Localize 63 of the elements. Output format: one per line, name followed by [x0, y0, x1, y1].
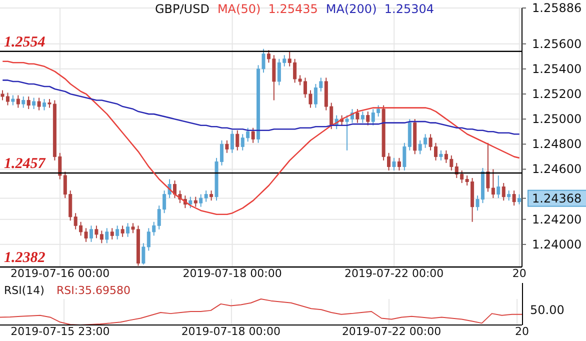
x-tick-label: 2019-07-15 23:00: [10, 324, 110, 338]
x-tick-label: 20: [515, 324, 529, 338]
x-tick-label: 2019-07-18 00:00: [182, 266, 282, 280]
x-tick-label: 2019-07-16 00:00: [10, 266, 110, 280]
annotation: 1.25435: [268, 2, 318, 16]
text: 50.00: [530, 303, 564, 317]
candlestick: [204, 190, 208, 202]
candlestick: [110, 228, 114, 240]
candlestick: [11, 94, 15, 106]
candlestick: [16, 94, 20, 108]
candlestick: [194, 196, 198, 208]
candlestick: [26, 96, 30, 110]
x-tick-label: 2019-07-18 00:00: [181, 324, 280, 338]
candlestick: [392, 157, 396, 171]
candlestick: [512, 190, 516, 206]
candlestick: [251, 127, 255, 144]
y-tick-label: 1.24368: [532, 191, 582, 206]
candlestick: [89, 225, 93, 242]
text: MA(50): [217, 2, 261, 16]
x-tick-label: 2019-07-22 00:00: [342, 324, 442, 338]
candlestick: [105, 228, 109, 244]
candlestick: [502, 182, 506, 202]
y-tick-label: 1.24000: [532, 237, 582, 252]
candlestick: [439, 150, 443, 161]
candlestick: [360, 111, 364, 124]
y-tick-label: 1.25600: [532, 36, 582, 51]
y-tick-label: 1.24600: [532, 162, 582, 176]
line-series: [2, 60, 520, 215]
candlestick: [210, 190, 214, 202]
candlestick: [230, 130, 234, 154]
y-tick-label: 1.25886: [532, 1, 582, 15]
candlestick: [366, 111, 370, 126]
candlestick: [518, 194, 522, 205]
annotation: 1.25304: [384, 2, 434, 16]
candlestick: [225, 140, 229, 154]
candlestick: [120, 225, 124, 238]
candlestick: [188, 196, 192, 209]
candlestick: [42, 98, 46, 111]
candlestick: [507, 190, 511, 202]
candlestick: [356, 108, 360, 124]
y-tick-label: 1.24200: [532, 212, 582, 226]
y-tick-label: 1.25000: [532, 112, 582, 126]
text: MA(200): [326, 2, 377, 16]
y-tick-label: 1.25400: [532, 62, 582, 76]
ref-line-label: 1.2457: [4, 156, 46, 172]
y-tick-label: 1.24800: [532, 137, 582, 152]
text: RSI:35.69580: [56, 284, 131, 297]
x-tick-label: 2019-07-22 00:00: [344, 266, 444, 280]
chart-title: GBP/USD: [155, 2, 210, 16]
candlestick: [236, 130, 240, 151]
ref-line-label: 1.2382: [4, 250, 46, 266]
chart-title: RSI(14): [4, 284, 44, 297]
candlestick: [496, 174, 500, 199]
candlestick: [37, 97, 41, 111]
x-tick-label: 20: [512, 266, 526, 280]
y-tick-label: 1.25200: [532, 87, 582, 101]
candlestick: [116, 225, 120, 240]
candlestick: [22, 96, 26, 108]
ref-line-label: 1.2554: [4, 34, 46, 50]
candlestick: [32, 97, 36, 110]
candlestick: [126, 222, 130, 238]
candlestick: [199, 194, 203, 208]
candlestick: [397, 157, 401, 171]
